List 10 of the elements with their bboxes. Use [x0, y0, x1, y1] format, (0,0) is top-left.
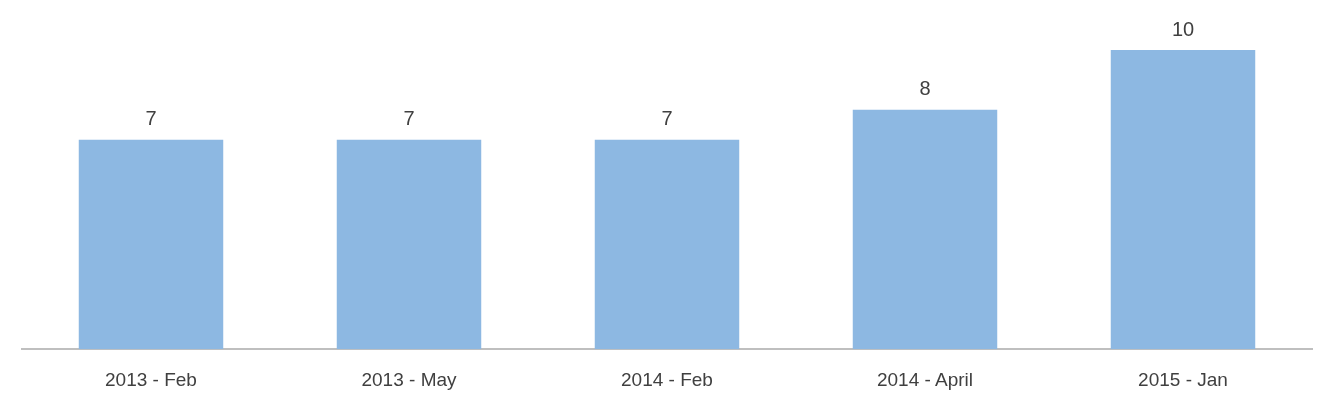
- x-tick-label: 2015 - Jan: [1138, 368, 1228, 390]
- data-label: 8: [919, 77, 931, 100]
- data-label: 7: [661, 107, 673, 130]
- x-tick-label: 2013 - May: [361, 368, 458, 390]
- data-label: 10: [1171, 17, 1195, 40]
- x-tick-label: 2014 - Feb: [621, 368, 713, 390]
- data-label: 7: [145, 107, 157, 130]
- x-tick-label: 2013 - Feb: [105, 368, 197, 390]
- data-label: 7: [403, 107, 415, 130]
- x-tick-label: 2014 - April: [876, 368, 974, 390]
